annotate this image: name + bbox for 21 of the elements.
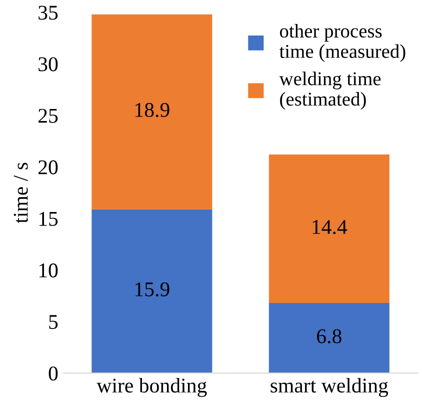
data-label: 6.8 bbox=[317, 329, 342, 344]
y-tick-label: 25 bbox=[38, 108, 58, 123]
data-label: 14.4 bbox=[312, 220, 348, 234]
data-label: 15.9 bbox=[136, 282, 170, 296]
data-label: 18.9 bbox=[136, 102, 170, 118]
y-tick-label: 30 bbox=[38, 57, 58, 72]
y-axis-title: time / s bbox=[14, 162, 28, 224]
y-tick-label: 20 bbox=[38, 160, 58, 174]
bar bbox=[92, 14, 212, 210]
y-tick-label: 0 bbox=[48, 366, 58, 381]
x-tick-label: smart welding bbox=[270, 378, 388, 397]
y-tick-label: 35 bbox=[38, 6, 58, 20]
bar bbox=[92, 209, 212, 374]
y-tick-label: 5 bbox=[49, 315, 58, 329]
bar bbox=[268, 154, 390, 303]
y-tick-label: 10 bbox=[39, 263, 58, 278]
legend-label: other process time (measured) bbox=[279, 24, 406, 62]
x-tick-label: wire bonding bbox=[96, 378, 207, 397]
y-tick-label: 15 bbox=[39, 212, 58, 226]
bar bbox=[268, 303, 390, 374]
legend-label: welding time (estimated) bbox=[279, 72, 381, 110]
